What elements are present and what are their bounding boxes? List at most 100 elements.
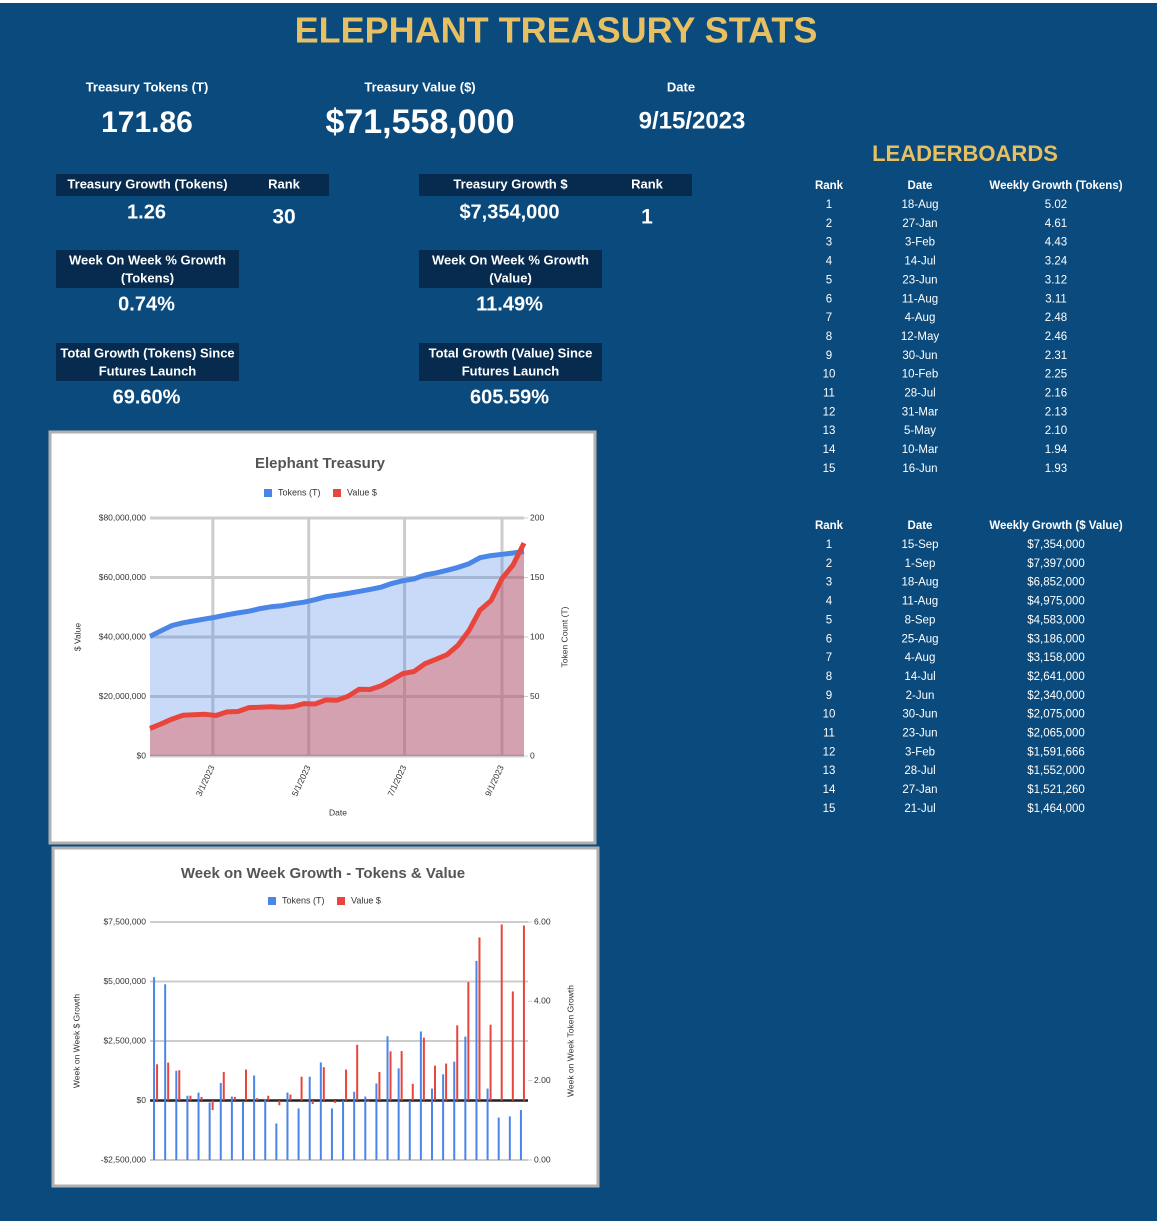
metric-label: Total Growth (Value) Since — [429, 345, 593, 360]
table-cell: $7,354,000 — [1027, 539, 1085, 551]
rank-label: Rank — [268, 176, 301, 191]
bar — [175, 1070, 178, 1160]
table-cell: 11-Aug — [902, 596, 938, 608]
table-cell: 1 — [826, 199, 832, 211]
table-cell: 14 — [823, 784, 836, 796]
bar — [308, 1076, 311, 1160]
table-cell: 8 — [826, 331, 832, 343]
table-header: Date — [908, 520, 933, 532]
table-cell: 1-Sep — [905, 558, 936, 570]
bar — [211, 1100, 214, 1111]
bar — [467, 982, 470, 1101]
bar — [419, 1031, 422, 1160]
bar — [278, 1100, 281, 1106]
bar — [422, 1037, 425, 1101]
legend-swatch — [268, 897, 276, 905]
metric-label: Week On Week % Growth — [432, 252, 589, 267]
table-cell: 10-Feb — [902, 369, 938, 381]
rank-label: Rank — [631, 176, 664, 191]
table-cell: 12 — [823, 406, 836, 418]
bar — [286, 1092, 289, 1160]
table-cell: 3-Feb — [905, 237, 935, 249]
table-cell: $3,186,000 — [1027, 633, 1085, 645]
bar — [411, 1083, 414, 1101]
legend-swatch — [264, 489, 272, 497]
bar — [445, 1063, 448, 1101]
chart-title: Week on Week Growth - Tokens & Value — [181, 865, 465, 882]
bar — [322, 1067, 325, 1101]
y-axis-title: Week on Week $ Growth — [71, 994, 81, 1088]
sheet-strip — [0, 0, 1157, 3]
table-cell: 13 — [823, 425, 836, 437]
table-cell: 2.31 — [1045, 350, 1067, 362]
table-header: Rank — [815, 520, 844, 532]
table-cell: 10 — [823, 709, 836, 721]
x-axis-title: Date — [329, 807, 347, 817]
rank-label-box — [239, 174, 329, 196]
table-cell: 9 — [826, 350, 832, 362]
table-cell: 4-Aug — [905, 312, 936, 324]
metric-value: 11.49% — [476, 293, 543, 315]
bar — [378, 1071, 381, 1101]
y2-tick-label: 2.00 — [534, 1075, 551, 1085]
table-cell: 7 — [826, 652, 832, 664]
metric-label-box — [56, 250, 239, 288]
bar — [386, 1036, 389, 1160]
y2-axis-title: Week on Week Token Growth — [565, 985, 575, 1097]
metric-label-box — [419, 250, 602, 288]
y-tick-label: $80,000,000 — [99, 512, 147, 522]
table-cell: 9 — [826, 690, 832, 702]
table-cell: 2 — [826, 218, 832, 230]
table-cell: 7 — [826, 312, 832, 324]
metric-label: Treasury Growth (Tokens) — [67, 176, 227, 191]
summary-label: Treasury Tokens (T) — [86, 79, 209, 94]
rank-value: 30 — [272, 206, 295, 229]
y2-tick-label: 0.00 — [534, 1154, 551, 1164]
table-cell: 28-Jul — [904, 388, 935, 400]
table-cell: 2.48 — [1045, 312, 1067, 324]
table-cell: 6 — [826, 633, 832, 645]
bar — [297, 1108, 300, 1160]
bar — [156, 1064, 159, 1101]
bar — [453, 1061, 456, 1160]
y-tick-label: $40,000,000 — [99, 631, 147, 641]
chart-title: Elephant Treasury — [255, 455, 386, 472]
bar — [264, 1099, 267, 1160]
legend-swatch — [333, 489, 341, 497]
table-cell: 12 — [823, 746, 836, 758]
bar — [253, 1075, 256, 1160]
area-fill — [150, 543, 524, 756]
bar — [400, 1051, 403, 1101]
table-cell: 2.25 — [1045, 369, 1067, 381]
y-tick-label: $0 — [137, 1095, 147, 1105]
bar — [434, 1065, 436, 1101]
bar — [197, 1092, 200, 1160]
metric-value: 0.74% — [118, 293, 175, 315]
table-cell: 31-Mar — [902, 406, 939, 418]
summary-value: 171.86 — [101, 106, 193, 139]
bar — [497, 1117, 500, 1160]
table-cell: 10 — [823, 369, 836, 381]
bar — [164, 984, 167, 1160]
table-cell: 28-Jul — [904, 765, 935, 777]
table-cell: 15 — [823, 463, 836, 475]
table-cell: $4,583,000 — [1027, 614, 1085, 626]
table-cell: 2.13 — [1045, 406, 1067, 418]
rank-label-box — [602, 174, 692, 196]
bar — [167, 1062, 170, 1101]
bar — [389, 1051, 392, 1101]
table-cell: 5 — [826, 614, 832, 626]
metric-label: Week On Week % Growth — [69, 252, 226, 267]
table-cell: $1,464,000 — [1027, 803, 1085, 815]
bar — [289, 1094, 292, 1101]
bar — [489, 1024, 492, 1101]
bar — [475, 960, 478, 1160]
y2-tick-label: 6.00 — [534, 916, 551, 926]
series-line — [149, 541, 527, 731]
table-cell: 21-Jul — [904, 803, 935, 815]
series-line — [148, 549, 525, 639]
table-cell: 14-Jul — [904, 256, 935, 268]
table-cell: 23-Jun — [902, 728, 937, 740]
y-tick-label: $7,500,000 — [103, 916, 146, 926]
